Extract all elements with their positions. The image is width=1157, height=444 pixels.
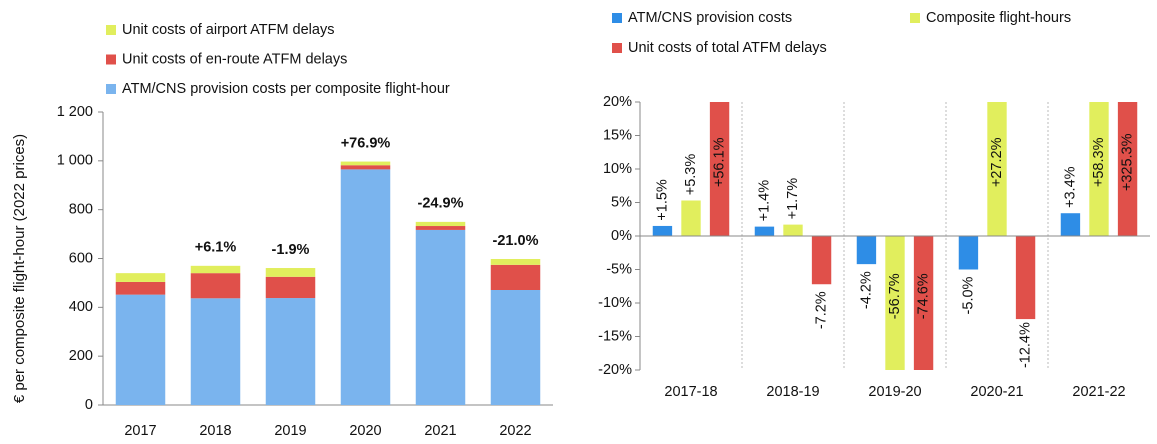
y-tick-label: 0% (611, 228, 632, 244)
y-tick-label: 1 000 (57, 153, 93, 169)
bar-segment (415, 226, 466, 230)
y-tick-label: 10% (603, 161, 632, 177)
bar-segment (340, 161, 391, 166)
bar (1015, 236, 1036, 320)
bar-segment (490, 289, 541, 405)
y-tick-label: 600 (69, 250, 93, 266)
x-tick-label: 2018 (199, 423, 231, 439)
legend-swatch (910, 13, 920, 23)
value-label: -5.0% (960, 276, 976, 314)
bar (913, 236, 934, 370)
x-tick-label: 2021-22 (1072, 384, 1125, 400)
value-label: -56.7% (887, 273, 903, 319)
y-tick-label: 20% (603, 94, 632, 110)
legend-swatch (612, 43, 622, 53)
change-label: -21.0% (493, 233, 539, 249)
value-label: -74.6% (915, 273, 931, 319)
value-label: +1.4% (756, 180, 772, 222)
value-label: -4.2% (858, 271, 874, 309)
bar (811, 236, 832, 285)
bar-segment (415, 229, 466, 405)
legend-swatch (106, 25, 116, 35)
bar (1089, 102, 1109, 236)
y-tick-label: 400 (69, 299, 93, 315)
bar (1117, 102, 1138, 236)
y-tick-label: 1 200 (57, 104, 93, 120)
x-tick-label: 2020 (349, 423, 381, 439)
change-label: -24.9% (418, 196, 464, 212)
bar (958, 236, 979, 270)
bar-segment (115, 281, 166, 295)
legend-swatch (106, 84, 116, 94)
bar-segment (265, 268, 316, 277)
y-tick-label: -15% (598, 328, 632, 344)
value-label: +325.3% (1119, 133, 1135, 191)
legend-label: Unit costs of en-route ATFM delays (122, 51, 347, 67)
y-tick-label: 800 (69, 201, 93, 217)
x-tick-label: 2022 (499, 423, 531, 439)
change-label: +6.1% (195, 240, 237, 256)
x-tick-label: 2017-18 (664, 384, 717, 400)
bar (709, 102, 730, 236)
bar-segment (490, 264, 541, 290)
legend-label: Unit costs of airport ATFM delays (122, 22, 334, 38)
bar-segment (190, 273, 241, 299)
value-label: +56.1% (711, 137, 727, 187)
value-label: +1.5% (654, 179, 670, 221)
y-tick-label: 0 (85, 397, 93, 413)
bar-segment (415, 221, 466, 227)
y-axis-label: € per composite flight-hour (2022 prices… (11, 134, 28, 403)
bar-segment (340, 165, 391, 170)
bar (652, 225, 673, 236)
y-tick-label: -20% (598, 362, 632, 378)
value-label: +1.7% (785, 178, 801, 220)
y-tick-label: -10% (598, 295, 632, 311)
change-label: +76.9% (341, 135, 391, 151)
bar (1060, 213, 1081, 236)
bar-segment (115, 273, 166, 282)
bar (754, 226, 775, 236)
x-tick-label: 2021 (424, 423, 456, 439)
value-label: +27.2% (989, 137, 1005, 187)
x-tick-label: 2019-20 (868, 384, 921, 400)
bar-segment (340, 169, 391, 405)
x-tick-label: 2020-21 (970, 384, 1023, 400)
y-tick-label: 200 (69, 348, 93, 364)
bar-segment (190, 265, 241, 274)
x-tick-label: 2017 (124, 423, 156, 439)
value-label: +58.3% (1091, 137, 1107, 187)
bar (681, 200, 701, 236)
bar-segment (490, 258, 541, 265)
bar-segment (115, 294, 166, 405)
bar-segment (265, 276, 316, 299)
bar-segment (190, 298, 241, 405)
legend-label: Composite flight-hours (926, 10, 1071, 26)
bar (885, 236, 905, 370)
x-tick-label: 2019 (274, 423, 306, 439)
x-tick-label: 2018-19 (766, 384, 819, 400)
value-label: +3.4% (1062, 166, 1078, 208)
y-tick-label: -5% (606, 261, 632, 277)
value-label: -7.2% (813, 291, 829, 329)
legend-label: ATM/CNS provision costs per composite fl… (122, 81, 450, 97)
bar (856, 236, 877, 265)
legend-swatch (612, 13, 622, 23)
bar (783, 224, 803, 236)
value-label: -12.4% (1017, 322, 1033, 368)
y-tick-label: 15% (603, 127, 632, 143)
legend-label: Unit costs of total ATFM delays (628, 40, 827, 56)
bar-segment (265, 298, 316, 405)
bar (987, 102, 1007, 236)
change-label: -1.9% (272, 242, 310, 258)
y-tick-label: 5% (611, 194, 632, 210)
value-label: +5.3% (683, 154, 699, 196)
legend-label: ATM/CNS provision costs (628, 10, 792, 26)
legend-swatch (106, 54, 116, 65)
